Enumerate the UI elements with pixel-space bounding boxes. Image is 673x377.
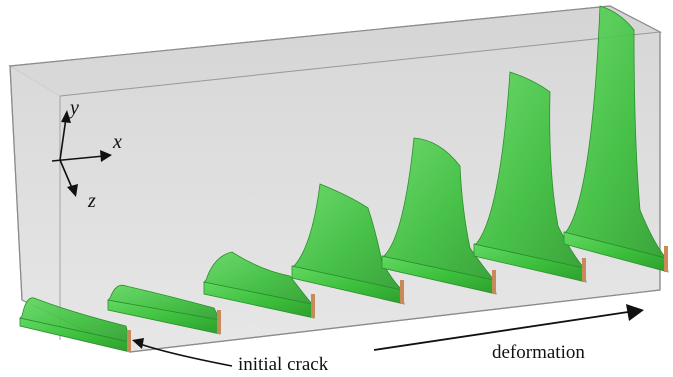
z-arrowhead: [67, 184, 78, 197]
box-bottom-edge: [129, 289, 661, 353]
crack-stage-1: [19, 297, 131, 353]
y-axis-arrow: [59, 117, 67, 161]
initial-crack-arrowhead: [132, 338, 144, 349]
crack-stages: [19, 5, 669, 353]
axis-triad: [51, 110, 112, 197]
y-arrowhead: [61, 110, 71, 123]
deformation-arrow: [373, 311, 629, 351]
box-left-edge: [9, 65, 23, 301]
crack-stage-7: [563, 5, 669, 273]
deformation-arrowhead: [626, 304, 644, 321]
deformation-label: deformation: [492, 342, 585, 363]
crack-stage-5: [381, 137, 497, 295]
crack-stage-2: [107, 284, 221, 335]
crack-stage-6: [473, 71, 587, 283]
initial-crack-label: initial crack: [238, 354, 329, 375]
z-axis-arrow: [59, 159, 73, 189]
x-arrowhead: [100, 150, 112, 162]
initial-crack-pointer: [139, 343, 233, 367]
crack-stage-4: [291, 183, 405, 305]
specimen-box: [8, 5, 663, 353]
box-back-edge: [59, 31, 661, 97]
crack-stage-3: [203, 251, 315, 319]
y-axis-label: y: [68, 97, 79, 119]
z-axis-label: z: [87, 190, 96, 212]
x-axis-label: x: [112, 131, 122, 153]
